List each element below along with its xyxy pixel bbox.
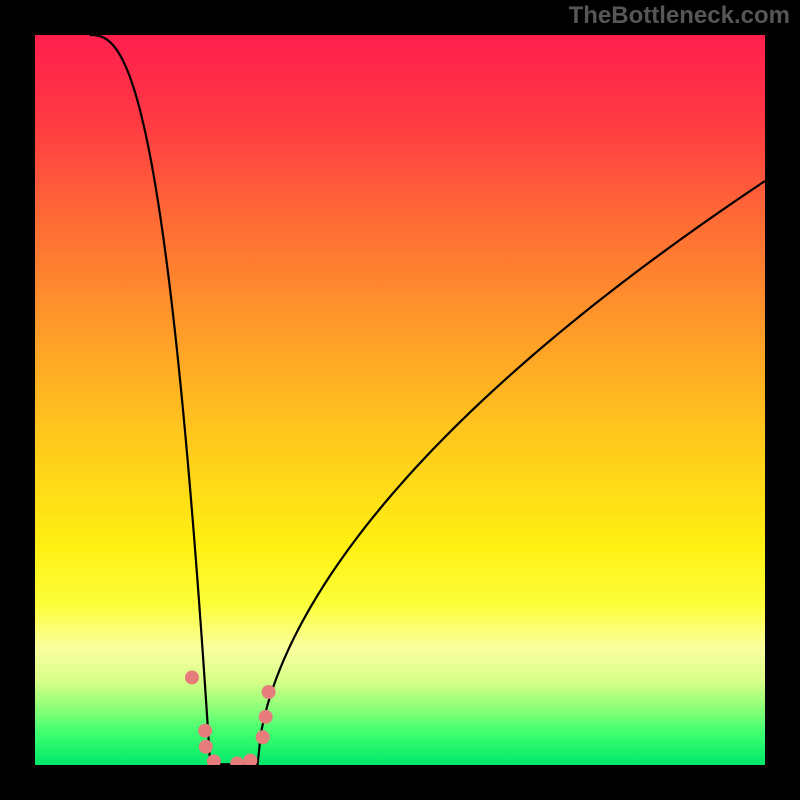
marker-point	[259, 710, 273, 724]
plot-area	[35, 35, 765, 771]
marker-point	[256, 730, 270, 744]
marker-point	[198, 724, 212, 738]
bottleneck-chart	[0, 0, 800, 800]
gradient-background	[35, 35, 765, 765]
marker-point	[185, 670, 199, 684]
marker-point	[199, 740, 213, 754]
watermark-text: TheBottleneck.com	[569, 2, 790, 30]
marker-point	[262, 685, 276, 699]
chart-container: TheBottleneck.com	[0, 0, 800, 800]
